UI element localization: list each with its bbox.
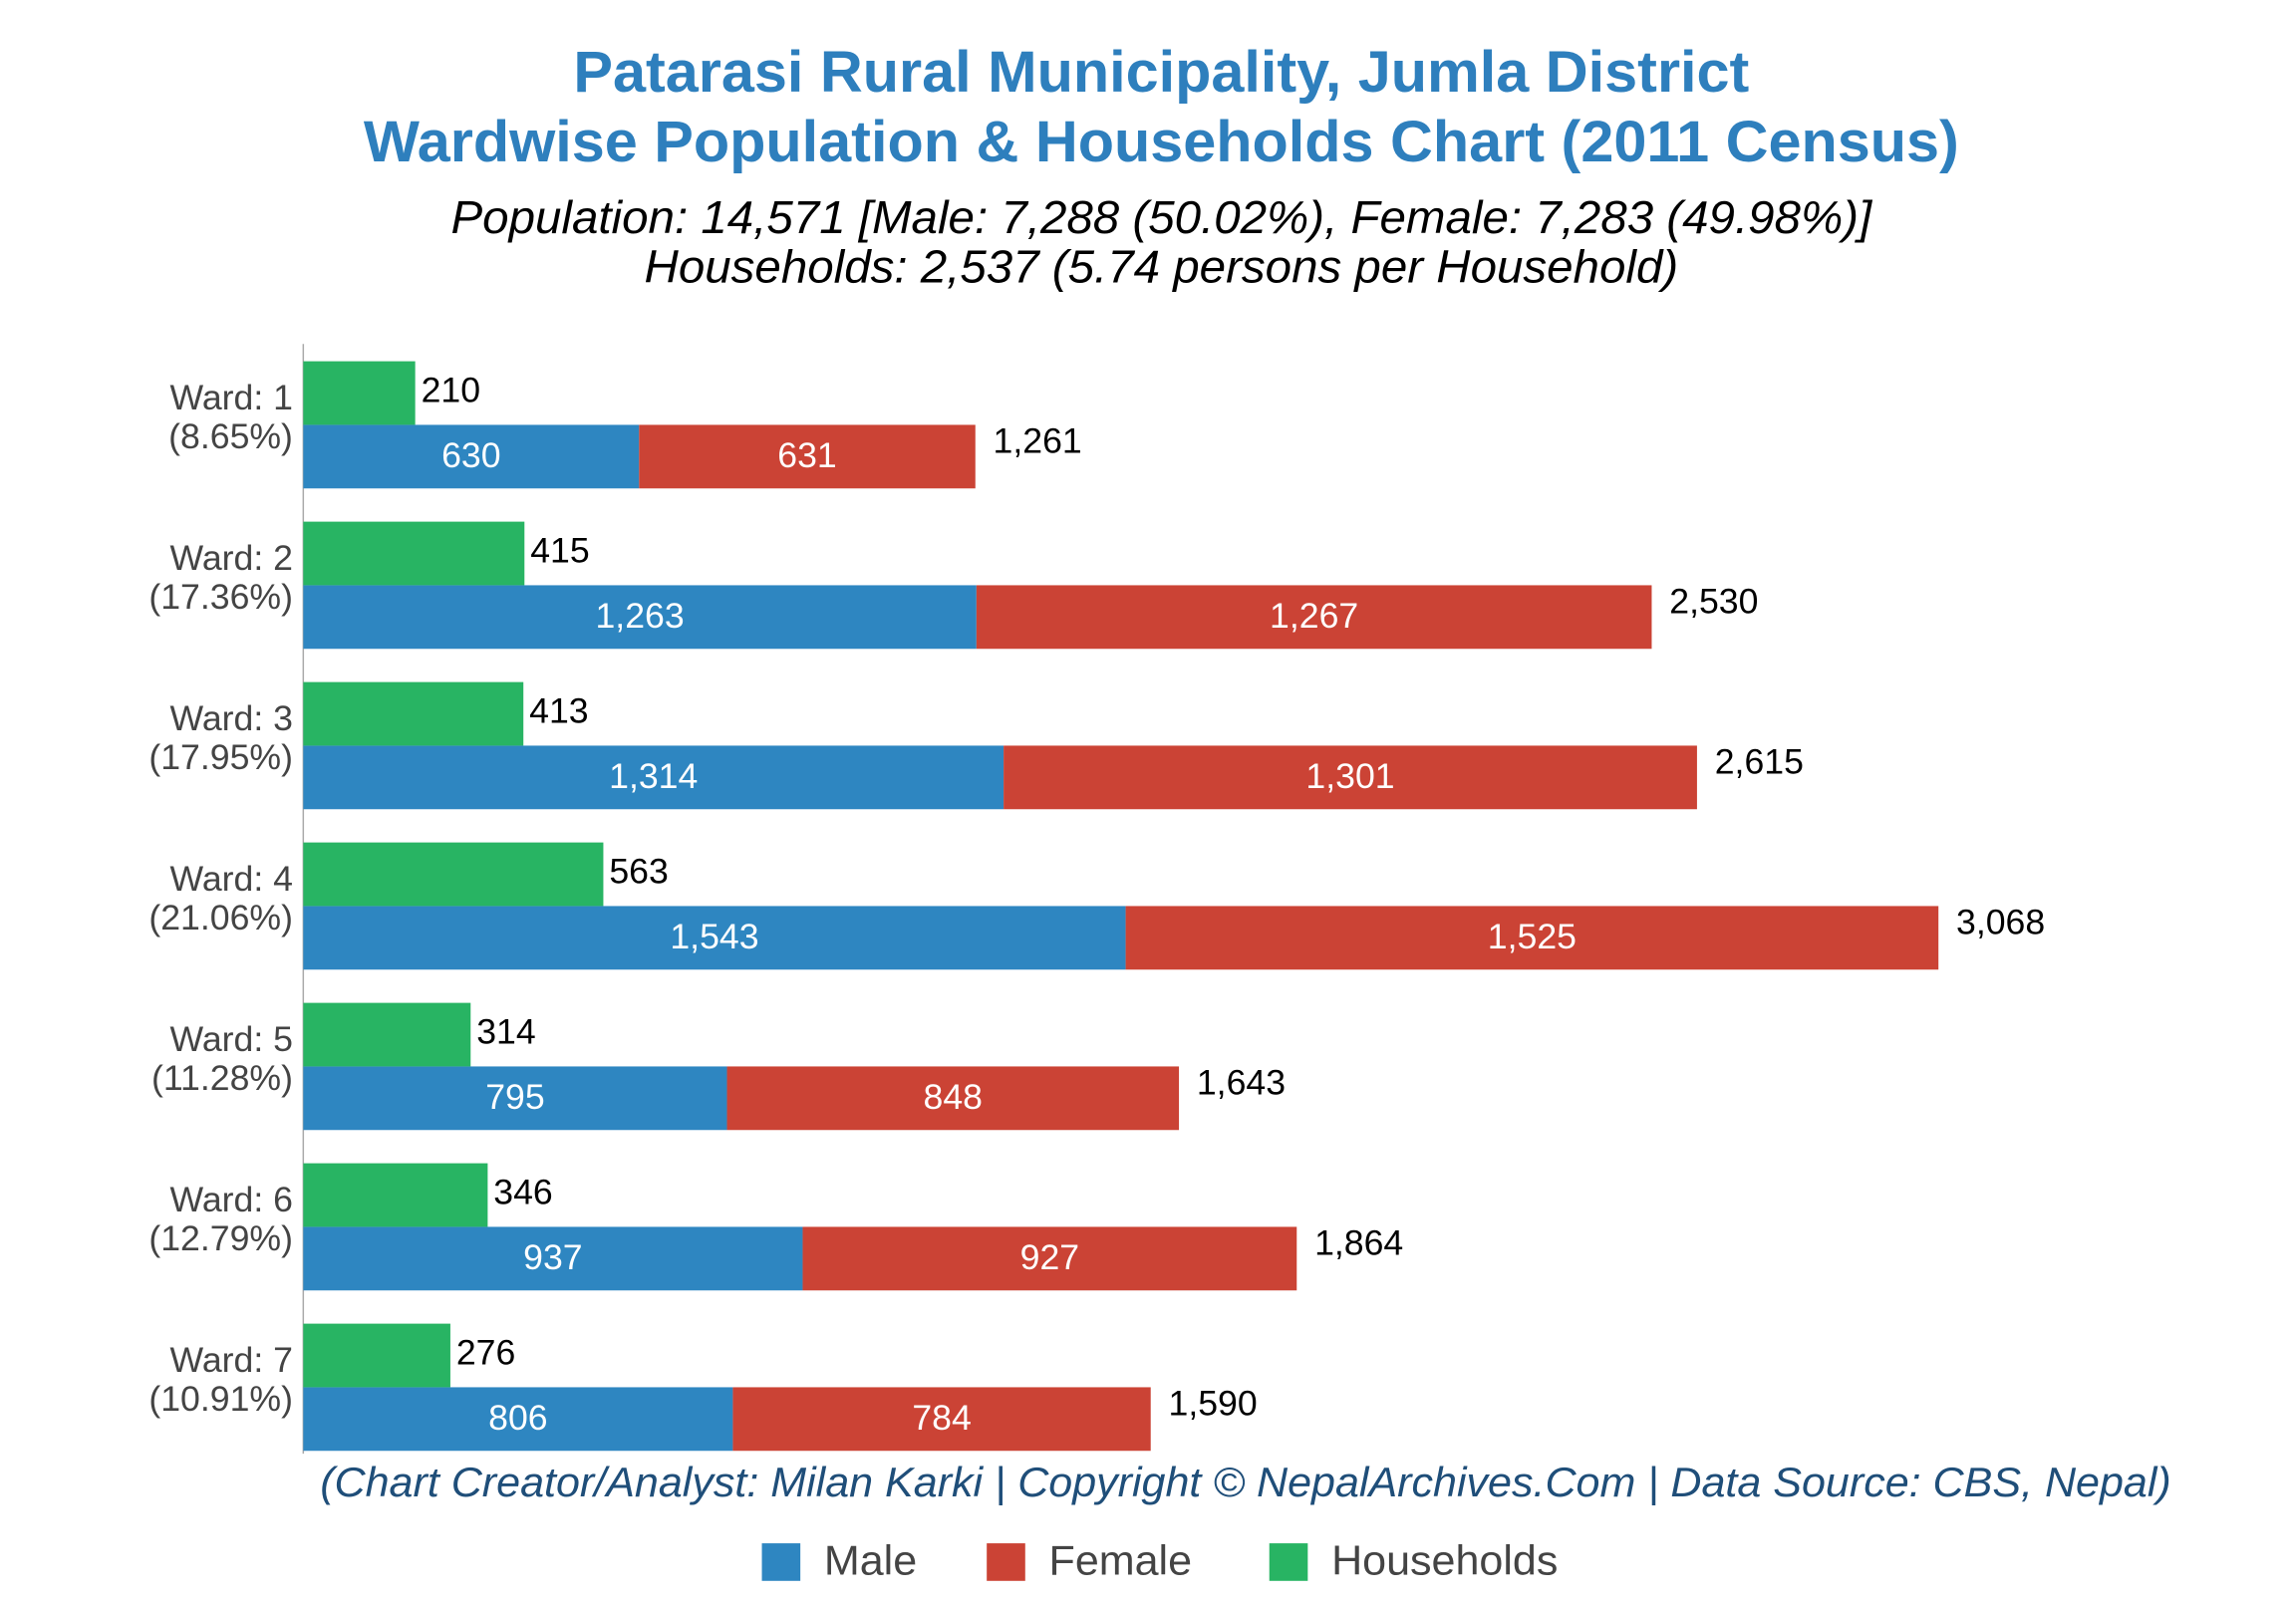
population-bar	[732, 1387, 1151, 1452]
households-bar	[303, 1002, 471, 1067]
data-label: 784	[912, 1399, 971, 1438]
population-bar	[303, 1387, 733, 1452]
data-label: 415	[530, 532, 589, 571]
chart-title: Patarasi Rural Municipality, Jumla Distr…	[573, 41, 1749, 105]
total-label: 1,864	[1314, 1224, 1403, 1263]
legend-swatch	[761, 1543, 801, 1581]
data-label: 563	[609, 853, 668, 892]
households-bar	[303, 1163, 488, 1227]
total-label: 2,615	[1715, 743, 1804, 782]
data-label: 1,543	[670, 918, 758, 956]
y-tick-label: (17.36%)	[148, 578, 293, 617]
y-tick-label: (8.65%)	[168, 417, 293, 456]
households-bar	[303, 1323, 450, 1388]
data-label: 848	[924, 1078, 983, 1117]
total-label: 1,261	[994, 422, 1082, 461]
households-bar	[303, 521, 525, 586]
y-tick-label: Ward: 1	[170, 379, 293, 417]
data-label: 927	[1020, 1238, 1079, 1277]
data-label: 210	[422, 372, 480, 410]
data-label: 314	[476, 1013, 535, 1052]
y-tick-label: Ward: 2	[170, 539, 293, 578]
legend-swatch	[987, 1543, 1025, 1581]
y-tick-label: (17.95%)	[148, 738, 293, 777]
data-label: 1,301	[1305, 757, 1394, 796]
population-bar	[303, 1066, 727, 1131]
population-bar	[303, 1226, 803, 1291]
data-label: 937	[523, 1238, 582, 1277]
data-label: 1,314	[609, 757, 698, 796]
legend-label: Female	[1049, 1537, 1193, 1584]
total-label: 1,590	[1169, 1385, 1258, 1424]
y-tick-label: (10.91%)	[148, 1380, 293, 1419]
chart-subtitle: Households: 2,537 (5.74 persons per Hous…	[645, 240, 1679, 292]
legend-label: Male	[824, 1537, 917, 1584]
y-tick-label: Ward: 6	[170, 1181, 293, 1219]
population-bar	[639, 424, 976, 489]
households-bar	[303, 361, 416, 425]
y-tick-label: (21.06%)	[148, 899, 293, 937]
total-label: 3,068	[1956, 904, 2045, 942]
population-bar	[1125, 906, 1939, 970]
legend-label: Households	[1331, 1537, 1558, 1584]
data-label: 806	[488, 1399, 547, 1438]
data-label: 631	[777, 436, 836, 475]
data-label: 1,525	[1488, 918, 1577, 956]
population-bar	[303, 906, 1126, 970]
data-label: 795	[485, 1078, 544, 1117]
data-label: 1,263	[595, 597, 684, 636]
population-bar	[976, 585, 1652, 650]
chart-subtitle: Population: 14,571 [Male: 7,288 (50.02%)…	[450, 191, 1872, 243]
data-label: 630	[441, 436, 500, 475]
data-label: 413	[529, 692, 588, 731]
population-bar	[1004, 745, 1697, 810]
total-label: 2,530	[1669, 583, 1758, 622]
population-bar	[802, 1226, 1297, 1291]
legend-swatch	[1269, 1543, 1308, 1581]
y-tick-label: Ward: 4	[170, 860, 293, 899]
data-label: 346	[493, 1174, 552, 1212]
y-tick-label: (11.28%)	[151, 1059, 293, 1098]
y-tick-label: (12.79%)	[148, 1219, 293, 1258]
total-label: 1,643	[1197, 1064, 1286, 1103]
y-tick-label: Ward: 5	[170, 1020, 293, 1059]
population-bar	[303, 745, 1004, 810]
population-bar	[726, 1066, 1180, 1131]
population-bar	[303, 585, 977, 650]
chart-title: Wardwise Population & Households Chart (…	[364, 110, 1959, 173]
data-label: 1,267	[1270, 597, 1358, 636]
data-label: 276	[456, 1334, 515, 1373]
y-tick-label: Ward: 7	[170, 1341, 293, 1380]
population-bar	[303, 424, 640, 489]
households-bar	[303, 842, 604, 907]
households-bar	[303, 681, 524, 746]
y-tick-label: Ward: 3	[170, 699, 293, 738]
footer: (Chart Creator/Analyst: Milan Karki | Co…	[320, 1460, 2171, 1506]
